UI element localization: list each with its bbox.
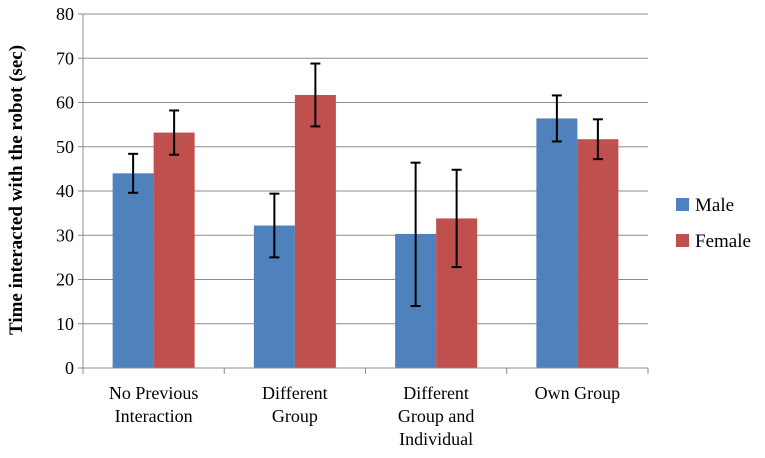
x-category-label: Interaction bbox=[115, 406, 193, 426]
x-category-label: Different bbox=[403, 383, 469, 403]
x-category-label: Different bbox=[262, 383, 328, 403]
y-tick-label: 70 bbox=[56, 48, 74, 68]
bars bbox=[112, 94, 619, 369]
error-bars bbox=[128, 62, 603, 308]
x-category-label: Own Group bbox=[535, 383, 621, 403]
x-category-label: Individual bbox=[399, 429, 473, 449]
legend-label-female: Female bbox=[695, 231, 751, 252]
bar-male bbox=[536, 118, 578, 369]
bar-female bbox=[577, 139, 619, 368]
y-tick-label: 40 bbox=[56, 181, 74, 201]
y-tick-label: 30 bbox=[56, 225, 74, 245]
bar-female bbox=[294, 94, 336, 368]
legend-label-male: Male bbox=[695, 195, 734, 216]
axes bbox=[78, 13, 649, 374]
x-category-label: Group bbox=[272, 406, 318, 426]
y-tick-label: 50 bbox=[56, 137, 74, 157]
y-tick-label: 80 bbox=[56, 4, 74, 24]
y-axis-label: Time interacted with the robot (sec) bbox=[6, 45, 27, 335]
y-tick-label: 10 bbox=[56, 314, 74, 334]
x-category-label: Group and bbox=[398, 406, 474, 426]
bar-male bbox=[112, 173, 154, 368]
y-tick-label: 0 bbox=[65, 358, 74, 378]
legend: Male Female bbox=[676, 195, 751, 252]
bar-female bbox=[153, 132, 195, 368]
y-tick-labels: 0 10 20 30 40 50 60 70 80 bbox=[56, 4, 74, 378]
legend-swatch-male bbox=[676, 198, 689, 211]
y-tick-label: 20 bbox=[56, 270, 74, 290]
legend-swatch-female bbox=[676, 234, 689, 247]
x-category-label: No Previous bbox=[109, 383, 199, 403]
y-tick-label: 60 bbox=[56, 93, 74, 113]
x-category-labels: No Previous Interaction Different Group Diff… bbox=[109, 383, 620, 449]
